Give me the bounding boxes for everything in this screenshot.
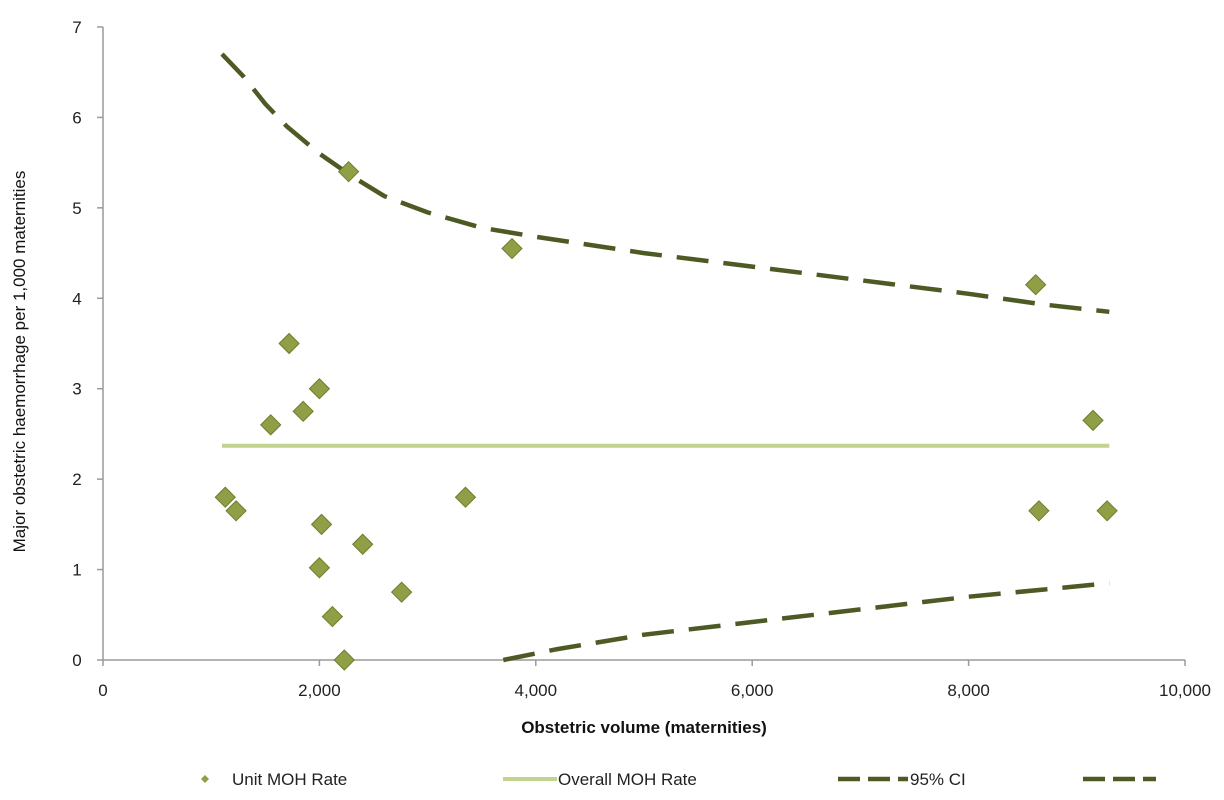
data-point <box>337 160 360 183</box>
series-layer <box>214 52 1118 671</box>
y-axis-title: Major obstetric haemorrhage per 1,000 ma… <box>10 171 29 553</box>
data-point <box>351 533 374 555</box>
data-point <box>292 400 314 423</box>
data-point <box>1096 500 1118 522</box>
legend-label-ci: 95% CI <box>910 770 966 789</box>
y-tick-label: 6 <box>72 108 81 127</box>
y-tick-label: 4 <box>72 289 81 308</box>
x-tick-labels: 0 2,000 4,000 6,000 8,000 10,000 <box>98 660 1211 700</box>
data-point <box>333 649 355 671</box>
data-point <box>321 605 344 628</box>
data-point <box>454 486 477 508</box>
y-tick-label: 2 <box>72 470 81 489</box>
data-point <box>308 557 331 579</box>
x-tick-label: 8,000 <box>947 681 990 700</box>
data-point <box>310 513 333 536</box>
legend-label-unit-rate: Unit MOH Rate <box>232 770 347 789</box>
y-tick-label: 0 <box>72 651 81 670</box>
legend-marker-unit-rate <box>201 775 209 783</box>
data-point <box>1028 500 1050 522</box>
y-tick-label: 3 <box>72 380 81 399</box>
y-tick-labels: 0 1 2 3 4 5 6 7 <box>72 18 103 670</box>
x-tick-label: 6,000 <box>731 681 774 700</box>
x-tick-label: 10,000 <box>1159 681 1211 700</box>
legend-label-overall-rate: Overall MOH Rate <box>558 770 697 789</box>
y-tick-label: 7 <box>72 18 81 37</box>
data-point <box>308 378 331 400</box>
y-tick-label: 5 <box>72 199 81 218</box>
x-tick-label: 0 <box>98 681 107 700</box>
data-point <box>225 500 247 522</box>
data-point <box>214 486 236 508</box>
data-point <box>1082 409 1104 432</box>
x-tick-label: 2,000 <box>298 681 341 700</box>
data-point <box>1024 274 1047 296</box>
confidence-interval-line <box>502 580 1110 663</box>
data-point <box>390 581 413 603</box>
data-point <box>501 237 523 260</box>
confidence-interval-line <box>220 52 1110 315</box>
data-point <box>260 414 282 436</box>
x-tick-label: 4,000 <box>515 681 558 700</box>
legend: Unit MOH Rate Overall MOH Rate 95% CI <box>201 770 1156 789</box>
data-point <box>278 332 300 355</box>
x-axis-title: Obstetric volume (maternities) <box>521 718 767 737</box>
y-tick-label: 1 <box>72 561 81 580</box>
axes <box>102 27 1185 661</box>
